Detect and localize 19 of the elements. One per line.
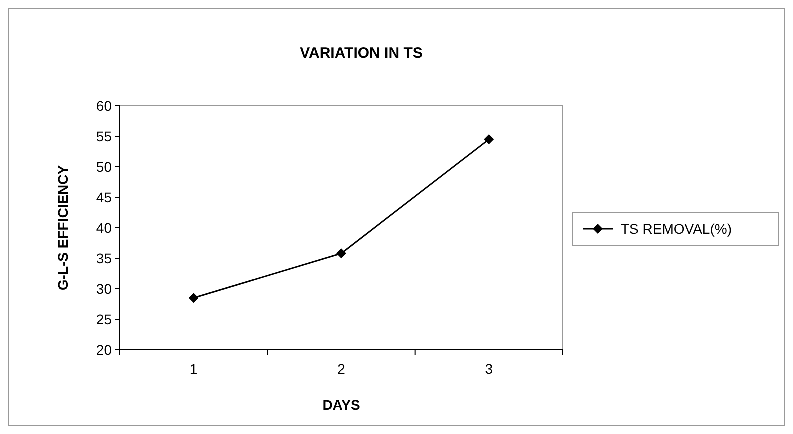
x-tick-label: 1 [190, 361, 198, 377]
point [484, 134, 494, 145]
y-tick-label: 25 [96, 311, 112, 328]
y-axis-title: G-L-S EFFICIENCY [55, 164, 71, 291]
y-tick-label: 50 [96, 158, 112, 175]
x-tick-label: 2 [338, 361, 346, 377]
y-tick-label: 45 [96, 189, 112, 206]
legend-label: TS REMOVAL(%) [621, 220, 732, 237]
y-tick-label: 55 [96, 128, 112, 144]
y-tick-label: 20 [96, 342, 112, 358]
point [336, 248, 346, 259]
y-tick-label: 35 [96, 250, 112, 266]
chart-title: VARIATION IN TS [300, 45, 423, 62]
y-tick-label: 30 [96, 280, 112, 297]
x-axis-title: DAYS [322, 397, 360, 413]
y-tick-label: 60 [96, 98, 112, 114]
point [188, 293, 199, 304]
x-tick-label: 3 [485, 361, 494, 377]
y-tick-label: 40 [96, 220, 112, 236]
